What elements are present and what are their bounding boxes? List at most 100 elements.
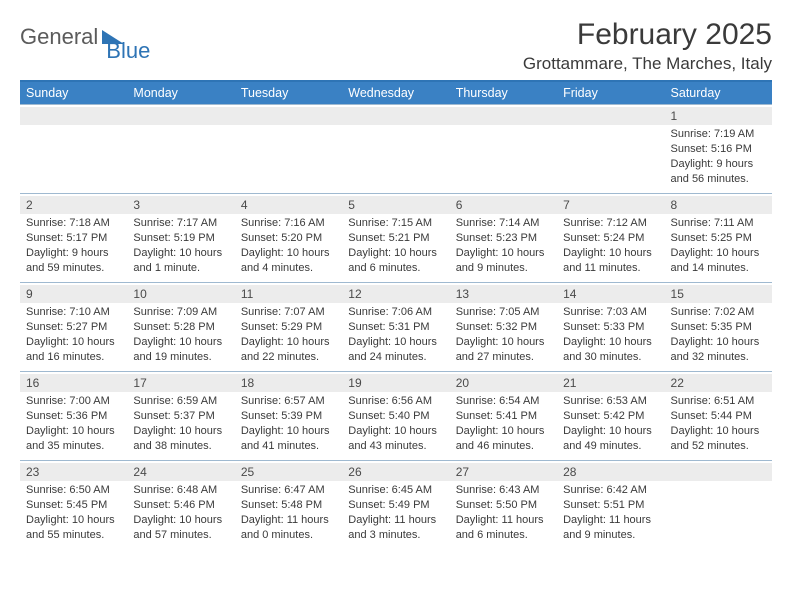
sunset-text: Sunset: 5:50 PM bbox=[456, 498, 551, 513]
day-number bbox=[20, 107, 127, 125]
sunset-text: Sunset: 5:44 PM bbox=[671, 409, 766, 424]
calendar-day-cell: 28Sunrise: 6:42 AMSunset: 5:51 PMDayligh… bbox=[557, 461, 664, 549]
daylight-text: Daylight: 10 hours and 41 minutes. bbox=[241, 424, 336, 454]
sunset-text: Sunset: 5:31 PM bbox=[348, 320, 443, 335]
daylight-text: Daylight: 10 hours and 11 minutes. bbox=[563, 246, 658, 276]
day-number: 3 bbox=[127, 196, 234, 214]
day-number: 1 bbox=[665, 107, 772, 125]
calendar-day-cell: 4Sunrise: 7:16 AMSunset: 5:20 PMDaylight… bbox=[235, 194, 342, 282]
weekday-header: Thursday bbox=[450, 82, 557, 104]
daylight-text: Daylight: 10 hours and 30 minutes. bbox=[563, 335, 658, 365]
day-number: 22 bbox=[665, 374, 772, 392]
calendar-day-cell: 6Sunrise: 7:14 AMSunset: 5:23 PMDaylight… bbox=[450, 194, 557, 282]
weekday-header: Sunday bbox=[20, 82, 127, 104]
daylight-text: Daylight: 10 hours and 57 minutes. bbox=[133, 513, 228, 543]
day-number: 5 bbox=[342, 196, 449, 214]
day-number: 17 bbox=[127, 374, 234, 392]
sunrise-text: Sunrise: 7:17 AM bbox=[133, 216, 228, 231]
day-number: 15 bbox=[665, 285, 772, 303]
day-number: 23 bbox=[20, 463, 127, 481]
calendar: Sunday Monday Tuesday Wednesday Thursday… bbox=[20, 80, 772, 549]
calendar-day-cell: 26Sunrise: 6:45 AMSunset: 5:49 PMDayligh… bbox=[342, 461, 449, 549]
sunrise-text: Sunrise: 6:53 AM bbox=[563, 394, 658, 409]
weekday-header: Friday bbox=[557, 82, 664, 104]
sunset-text: Sunset: 5:28 PM bbox=[133, 320, 228, 335]
sunrise-text: Sunrise: 6:50 AM bbox=[26, 483, 121, 498]
sunrise-text: Sunrise: 6:43 AM bbox=[456, 483, 551, 498]
calendar-day-cell: 2 Sunrise: 7:18 AMSunset: 5:17 PMDaylight… bbox=[20, 194, 127, 282]
sunrise-text: Sunrise: 7:19 AM bbox=[671, 127, 766, 142]
sunrise-text: Sunrise: 7:00 AM bbox=[26, 394, 121, 409]
title-block: February 2025 Grottammare, The Marches, … bbox=[523, 18, 772, 74]
sunrise-text: Sunrise: 7:05 AM bbox=[456, 305, 551, 320]
calendar-day-cell: 10Sunrise: 7:09 AMSunset: 5:28 PMDayligh… bbox=[127, 283, 234, 371]
page-header: General Blue February 2025 Grottammare, … bbox=[20, 18, 772, 74]
day-number: 2 bbox=[20, 196, 127, 214]
calendar-day-cell: 3Sunrise: 7:17 AMSunset: 5:19 PMDaylight… bbox=[127, 194, 234, 282]
day-number bbox=[342, 107, 449, 125]
day-number: 4 bbox=[235, 196, 342, 214]
daylight-text: Daylight: 10 hours and 35 minutes. bbox=[26, 424, 121, 454]
sunset-text: Sunset: 5:24 PM bbox=[563, 231, 658, 246]
sunset-text: Sunset: 5:36 PM bbox=[26, 409, 121, 424]
sunset-text: Sunset: 5:35 PM bbox=[671, 320, 766, 335]
daylight-text: Daylight: 10 hours and 43 minutes. bbox=[348, 424, 443, 454]
day-number: 6 bbox=[450, 196, 557, 214]
sunset-text: Sunset: 5:40 PM bbox=[348, 409, 443, 424]
sunset-text: Sunset: 5:16 PM bbox=[671, 142, 766, 157]
sunrise-text: Sunrise: 6:51 AM bbox=[671, 394, 766, 409]
sunset-text: Sunset: 5:46 PM bbox=[133, 498, 228, 513]
weekday-header: Wednesday bbox=[342, 82, 449, 104]
sunrise-text: Sunrise: 7:07 AM bbox=[241, 305, 336, 320]
day-number: 28 bbox=[557, 463, 664, 481]
sunset-text: Sunset: 5:27 PM bbox=[26, 320, 121, 335]
logo-word-general: General bbox=[20, 24, 98, 50]
sunrise-text: Sunrise: 7:02 AM bbox=[671, 305, 766, 320]
sunset-text: Sunset: 5:21 PM bbox=[348, 231, 443, 246]
sunset-text: Sunset: 5:51 PM bbox=[563, 498, 658, 513]
day-number: 20 bbox=[450, 374, 557, 392]
sunset-text: Sunset: 5:29 PM bbox=[241, 320, 336, 335]
day-number: 24 bbox=[127, 463, 234, 481]
calendar-day-cell: 22Sunrise: 6:51 AMSunset: 5:44 PMDayligh… bbox=[665, 372, 772, 460]
calendar-day-cell: 20Sunrise: 6:54 AMSunset: 5:41 PMDayligh… bbox=[450, 372, 557, 460]
sunrise-text: Sunrise: 6:45 AM bbox=[348, 483, 443, 498]
calendar-week-row: 23Sunrise: 6:50 AMSunset: 5:45 PMDayligh… bbox=[20, 460, 772, 549]
sunrise-text: Sunrise: 6:54 AM bbox=[456, 394, 551, 409]
daylight-text: Daylight: 9 hours and 59 minutes. bbox=[26, 246, 121, 276]
calendar-week-row: 2Sunrise: 7:18 AMSunset: 5:17 PMDaylight… bbox=[20, 193, 772, 282]
calendar-day-cell: 9Sunrise: 7:10 AMSunset: 5:27 PMDaylight… bbox=[20, 283, 127, 371]
day-number: 27 bbox=[450, 463, 557, 481]
calendar-day-cell: 8Sunrise: 7:11 AMSunset: 5:25 PMDaylight… bbox=[665, 194, 772, 282]
day-number bbox=[450, 107, 557, 125]
sunrise-text: Sunrise: 6:47 AM bbox=[241, 483, 336, 498]
calendar-day-cell: 25Sunrise: 6:47 AMSunset: 5:48 PMDayligh… bbox=[235, 461, 342, 549]
calendar-day-cell: 12Sunrise: 7:06 AMSunset: 5:31 PMDayligh… bbox=[342, 283, 449, 371]
sunset-text: Sunset: 5:32 PM bbox=[456, 320, 551, 335]
day-number: 13 bbox=[450, 285, 557, 303]
daylight-text: Daylight: 10 hours and 14 minutes. bbox=[671, 246, 766, 276]
sunrise-text: Sunrise: 6:59 AM bbox=[133, 394, 228, 409]
sunset-text: Sunset: 5:19 PM bbox=[133, 231, 228, 246]
sunrise-text: Sunrise: 7:15 AM bbox=[348, 216, 443, 231]
daylight-text: Daylight: 10 hours and 46 minutes. bbox=[456, 424, 551, 454]
calendar-day-cell: 17Sunrise: 6:59 AMSunset: 5:37 PMDayligh… bbox=[127, 372, 234, 460]
sunrise-text: Sunrise: 7:16 AM bbox=[241, 216, 336, 231]
sunset-text: Sunset: 5:17 PM bbox=[26, 231, 121, 246]
sunrise-text: Sunrise: 7:09 AM bbox=[133, 305, 228, 320]
day-number: 14 bbox=[557, 285, 664, 303]
day-number: 10 bbox=[127, 285, 234, 303]
calendar-day-cell: 23Sunrise: 6:50 AMSunset: 5:45 PMDayligh… bbox=[20, 461, 127, 549]
calendar-day-cell: 1Sunrise: 7:19 AMSunset: 5:16 PMDaylight… bbox=[665, 105, 772, 193]
calendar-day-cell bbox=[342, 105, 449, 193]
sunrise-text: Sunrise: 7:18 AM bbox=[26, 216, 121, 231]
sunrise-text: Sunrise: 6:57 AM bbox=[241, 394, 336, 409]
day-number: 8 bbox=[665, 196, 772, 214]
weekday-header: Monday bbox=[127, 82, 234, 104]
calendar-day-cell bbox=[665, 461, 772, 549]
calendar-day-cell bbox=[450, 105, 557, 193]
calendar-day-cell: 19Sunrise: 6:56 AMSunset: 5:40 PMDayligh… bbox=[342, 372, 449, 460]
day-number: 9 bbox=[20, 285, 127, 303]
sunrise-text: Sunrise: 7:12 AM bbox=[563, 216, 658, 231]
month-title: February 2025 bbox=[523, 18, 772, 52]
